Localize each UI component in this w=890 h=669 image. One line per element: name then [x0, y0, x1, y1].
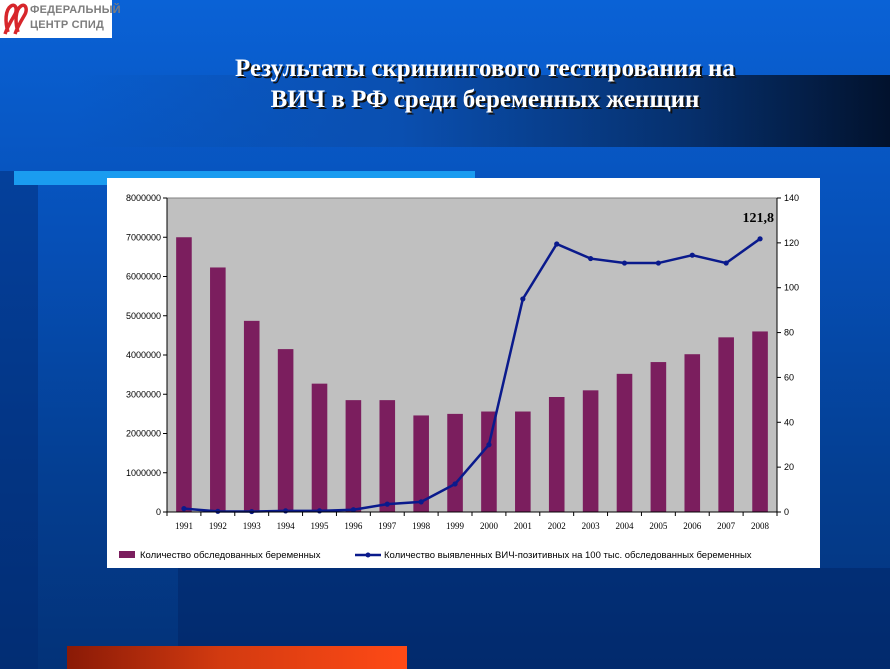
bar-2003	[582, 390, 599, 512]
bar-1994	[277, 349, 294, 512]
x-tick-label-1998: 1998	[412, 521, 431, 531]
legend-line-label: Количество выявленных ВИЧ-позитивных на …	[384, 550, 752, 561]
left-tick-label: 6000000	[126, 272, 161, 282]
left-tick-label: 3000000	[126, 389, 161, 399]
red-ribbon-icon	[3, 3, 28, 35]
x-tick-label-2006: 2006	[683, 521, 702, 531]
left-tick-label: 2000000	[126, 429, 161, 439]
line-point-2003	[588, 255, 594, 262]
right-tick-label: 120	[784, 238, 799, 248]
x-tick-label-1994: 1994	[277, 521, 296, 531]
chart-container: 0 1000000 2000000 3000000 4000000 5000000 6000…	[107, 178, 820, 568]
decorative-bottom-bar	[67, 646, 407, 669]
logo: ФЕДЕРАЛЬНЫЙ ЦЕНТР СПИД	[0, 0, 121, 38]
bar-1996	[345, 400, 362, 512]
x-tick-label-2001: 2001	[514, 521, 532, 531]
line-point-1997	[384, 501, 390, 507]
x-tick-label-2007: 2007	[717, 521, 736, 531]
combo-chart: 0 1000000 2000000 3000000 4000000 5000000 6000…	[119, 193, 799, 561]
left-tick-label: 0	[156, 507, 161, 517]
bar-1997	[379, 400, 396, 512]
line-point-1992	[215, 508, 221, 514]
right-tick-label: 40	[784, 417, 794, 427]
bar-2008	[752, 331, 768, 512]
logo-text-line1: ФЕДЕРАЛЬНЫЙ	[30, 4, 121, 16]
x-tick-label-1997: 1997	[378, 521, 397, 531]
legend-bar-swatch	[119, 551, 135, 558]
right-tick-label: 20	[784, 462, 794, 472]
line-point-1991	[181, 506, 187, 512]
line-point-2007	[723, 260, 729, 266]
x-tick-label-1995: 1995	[311, 521, 330, 531]
left-tick-label: 4000000	[126, 350, 161, 360]
line-point-2005	[655, 260, 661, 266]
bar-2005	[650, 362, 667, 512]
x-tick-label-1996: 1996	[344, 521, 363, 531]
decorative-column	[0, 171, 38, 669]
left-tick-label: 7000000	[126, 232, 161, 242]
right-tick-label: 0	[784, 507, 789, 517]
decorative-band	[75, 75, 890, 147]
title-line1: Результаты скринингового тестирования на	[235, 55, 735, 82]
line-point-2001	[520, 296, 526, 302]
left-tick-label: 5000000	[126, 311, 161, 321]
x-tick-label-2008: 2008	[751, 521, 770, 531]
bar-1995	[311, 383, 328, 512]
bar-1998	[413, 415, 429, 512]
right-tick-label: 60	[784, 372, 794, 382]
left-tick-label: 8000000	[126, 193, 161, 203]
x-tick-label-2000: 2000	[480, 521, 499, 531]
title-line2: ВИЧ в РФ среди беременных женщин	[270, 86, 700, 113]
left-tick-label: 1000000	[126, 468, 161, 478]
x-tick-label-1991: 1991	[175, 521, 193, 531]
x-tick-label-2004: 2004	[616, 521, 635, 531]
bar-2002	[548, 396, 565, 512]
bar-2006	[684, 354, 701, 512]
line-point-1996	[350, 507, 356, 513]
x-tick-label-1992: 1992	[209, 521, 227, 531]
line-point-2002	[554, 241, 560, 247]
legend: Количество обследованных беременных Коли…	[119, 550, 752, 561]
x-tick-label-1999: 1999	[446, 521, 465, 531]
line-point-2008	[757, 236, 763, 242]
logo-text-line2: ЦЕНТР СПИД	[30, 19, 105, 31]
hiv-rate-line	[183, 237, 761, 513]
line-point-2000	[486, 442, 492, 448]
bar-2000	[481, 411, 497, 512]
x-tick-label-2003: 2003	[582, 521, 601, 531]
x-tick-label-2005: 2005	[649, 521, 668, 531]
bar-1993	[243, 320, 260, 512]
right-tick-label: 140	[784, 193, 799, 203]
x-tick-label-1993: 1993	[243, 521, 262, 531]
line-point-1998	[418, 499, 424, 505]
legend-line-marker	[365, 552, 371, 558]
bar-2001	[515, 411, 531, 512]
bar-1999	[447, 413, 463, 512]
bar-2004	[616, 373, 633, 512]
line-point-2004	[621, 260, 628, 266]
line-point-1994	[283, 508, 289, 514]
line-point-1999	[452, 481, 458, 487]
right-tick-label: 100	[784, 283, 799, 293]
value-annotation: 121,8	[743, 211, 775, 226]
bar-1991	[176, 237, 192, 512]
bar-2007	[718, 337, 734, 512]
legend-bar-label: Количество обследованных беременных	[140, 550, 321, 561]
line-point-1995	[316, 508, 323, 514]
page-title: Результаты скринингового тестирования на…	[150, 53, 820, 115]
line-point-2006	[689, 252, 695, 258]
bar-1992	[210, 267, 226, 512]
x-tick-label-2002: 2002	[548, 521, 566, 531]
right-tick-label: 80	[784, 328, 794, 338]
